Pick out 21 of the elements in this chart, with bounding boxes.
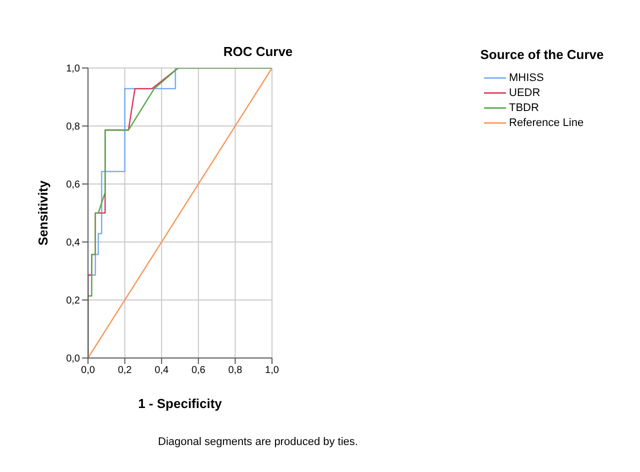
x-tick-label: 0,0: [81, 365, 96, 376]
legend-label: UEDR: [509, 86, 540, 98]
legend-label: MHISS: [509, 72, 544, 84]
chart-title: ROC Curve: [222, 44, 294, 59]
x-tick-label: 0,2: [118, 365, 132, 376]
x-tick-label: 0,8: [228, 365, 243, 376]
x-tick-label: 1,0: [265, 365, 280, 376]
legend-label: Reference Line: [509, 116, 584, 128]
text: Diagonal segments are produced by ties.: [157, 436, 359, 448]
y-tick-label: 0,0: [66, 354, 80, 365]
y-tick-label: 0,2: [66, 296, 80, 307]
legend-title: Source of the Curve: [479, 47, 605, 62]
x-tick-label: 0,4: [154, 365, 169, 376]
x-axis-title: 1 - Specificity: [138, 396, 223, 411]
x-tick-label: 0,6: [191, 365, 206, 376]
y-tick-label: 0,4: [66, 238, 80, 249]
legend-label: TBDR: [509, 102, 539, 114]
y-tick-label: 1,0: [66, 64, 80, 75]
y-tick-label: 0,6: [66, 180, 80, 191]
y-tick-label: 0,8: [66, 122, 80, 133]
y-axis-title: Sensitivity: [36, 180, 51, 246]
